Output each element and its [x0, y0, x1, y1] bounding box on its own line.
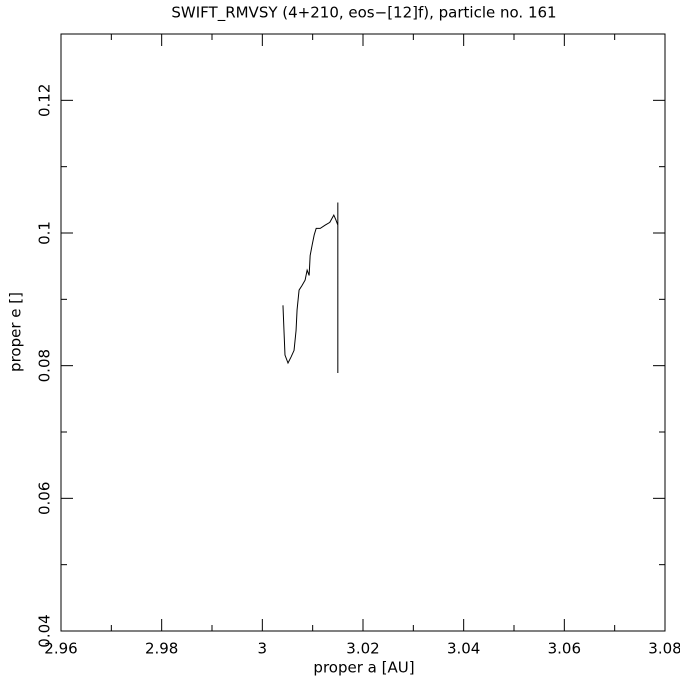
y-tick-label: 0.12	[36, 84, 54, 117]
y-tick-label: 0.08	[36, 349, 54, 382]
x-tick-label: 3	[258, 640, 268, 658]
data-line	[282, 202, 339, 373]
chart-title: SWIFT_RMVSY (4+210, eos−[12]f), particle…	[171, 4, 556, 23]
x-tick-label: 3.04	[447, 640, 480, 658]
x-tick-label: 2.98	[145, 640, 178, 658]
y-tick-label: 0.04	[36, 614, 54, 647]
x-tick-label: 2.96	[44, 640, 77, 658]
x-tick-label: 3.06	[548, 640, 581, 658]
y-tick-label: 0.06	[36, 482, 54, 515]
y-axis-label: proper e []	[7, 292, 25, 372]
x-tick-label: 3.02	[346, 640, 379, 658]
x-tick-label: 3.08	[648, 640, 680, 658]
plot-frame	[60, 33, 666, 632]
x-axis-label: proper a [AU]	[313, 659, 414, 677]
y-tick-label: 0.1	[36, 221, 54, 245]
